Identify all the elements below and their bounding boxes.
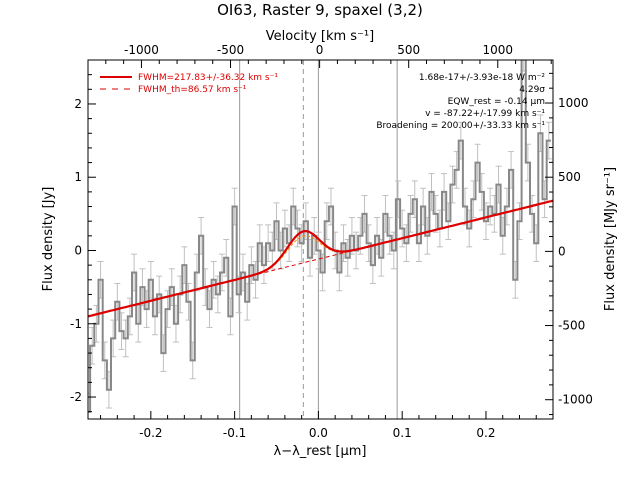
top-axis-label: Velocity [km s⁻¹] (266, 29, 374, 44)
legend-fwhm: FWHM=217.83+/-36.32 km s⁻¹ (138, 73, 278, 83)
right-tick-label: 0 (558, 244, 566, 258)
legend: FWHM=217.83+/-36.32 km s⁻¹ FWHM_th=86.57… (100, 73, 278, 95)
annotation-eqw: EQW_rest = -0.14 μm (448, 97, 545, 107)
spectrum-line (88, 60, 551, 413)
annotations: 1.68e-17+/-3.93e-18 W m⁻² 4.29σ EQW_rest… (376, 73, 545, 131)
axis-ticks: -0.2 -0.1 0.0 0.1 0.2 -1000 -500 0 500 1000 -2 -1 0 1… (70, 43, 593, 440)
annotation-sigma: 4.29σ (519, 85, 545, 95)
annotation-broadening: Broadening = 200.00+/-33.33 km s⁻¹ (376, 121, 545, 131)
x-axis-label: λ−λ_rest [μm] (274, 444, 367, 459)
x-tick-label: -0.1 (223, 426, 246, 440)
y-tick-label: 2 (74, 97, 82, 111)
right-tick-label: 1000 (558, 96, 589, 110)
y-axis-label: Flux density [Jy] (41, 187, 56, 292)
right-tick-label: -1000 (558, 393, 593, 407)
total-fit (88, 199, 553, 318)
legend-fwhm-th: FWHM_th=86.57 km s⁻¹ (138, 85, 247, 95)
x-tick-label: 0.1 (393, 426, 412, 440)
chart-title: OI63, Raster 9, spaxel (3,2) (217, 1, 423, 19)
top-tick-label: -500 (217, 43, 244, 57)
right-axis-label: Flux density [MJy sr⁻¹] (603, 167, 618, 311)
right-tick-label: -500 (558, 319, 585, 333)
y-tick-label: -1 (70, 317, 82, 331)
spectrum-series (88, 60, 551, 413)
x-tick-label: 0.2 (476, 426, 495, 440)
top-tick-label: 500 (397, 43, 420, 57)
annotation-flux: 1.68e-17+/-3.93e-18 W m⁻² (419, 73, 546, 83)
y-tick-label: -2 (70, 390, 82, 404)
fit-curves (88, 199, 553, 318)
top-tick-label: 0 (316, 43, 324, 57)
y-tick-label: 0 (74, 243, 82, 257)
top-tick-label: -1000 (124, 43, 159, 57)
plot-frame (87, 59, 554, 420)
right-tick-label: 500 (558, 170, 581, 184)
x-tick-label: -0.2 (139, 426, 162, 440)
top-tick-label: 1000 (482, 43, 513, 57)
x-tick-label: 0.0 (309, 426, 328, 440)
y-tick-label: 1 (74, 170, 82, 184)
annotation-velocity: v = -87.22+/-17.99 km s⁻¹ (425, 109, 545, 119)
